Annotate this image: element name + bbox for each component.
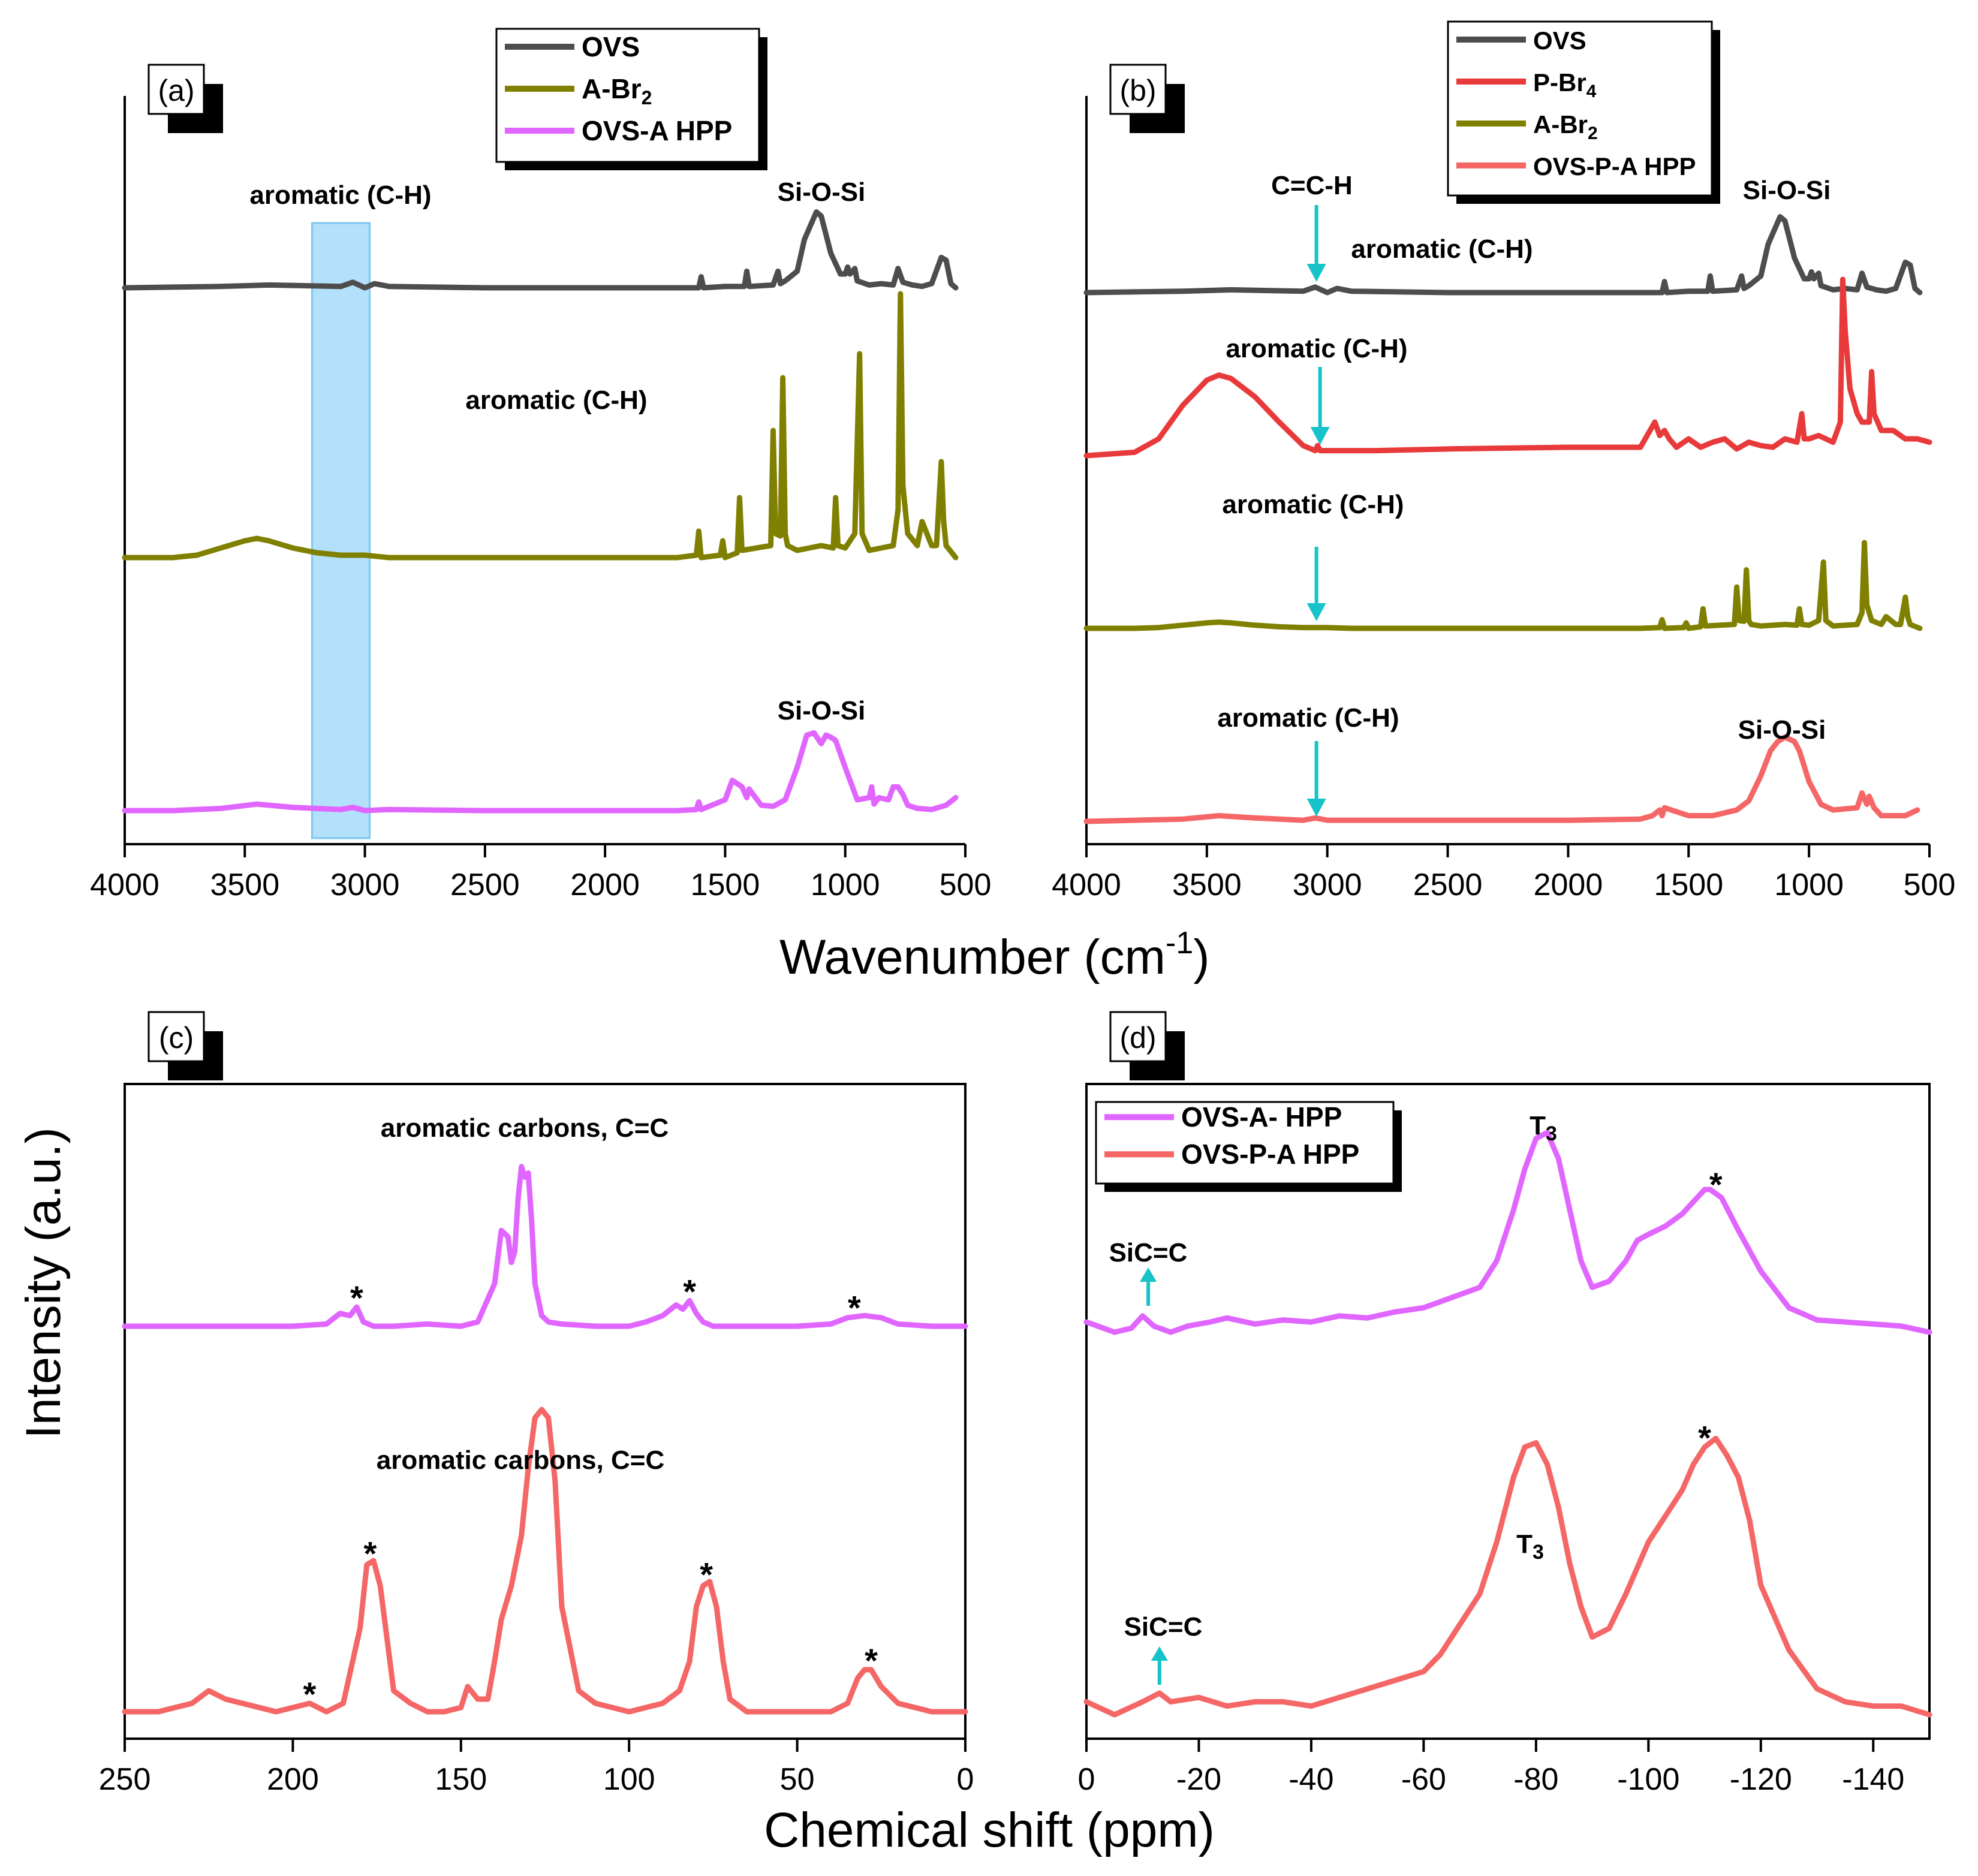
panel-c-tick-label: 200 bbox=[267, 1762, 319, 1797]
annotation-si-o-si-a2: Si-O-Si bbox=[778, 696, 866, 725]
panel-a-tick-label: 3500 bbox=[210, 868, 279, 902]
panel-b-series-ovs bbox=[1083, 214, 1923, 296]
panel-a-label-box bbox=[147, 64, 205, 115]
panel-c-label-box bbox=[147, 1011, 205, 1062]
star-marker: * bbox=[303, 1675, 317, 1713]
panel-d-series-top bbox=[1083, 1130, 1932, 1335]
star-marker: * bbox=[1698, 1419, 1711, 1457]
star-marker: * bbox=[363, 1535, 377, 1573]
legend-b-entry: P-Br4 bbox=[1533, 68, 1597, 101]
annotation-aromatic-ch-b3: aromatic (C-H) bbox=[1222, 490, 1404, 519]
star-marker: * bbox=[700, 1556, 713, 1594]
star-marker: * bbox=[350, 1279, 363, 1317]
panel-c-tick-label: 250 bbox=[99, 1762, 151, 1797]
legend-b-entry: A-Br2 bbox=[1533, 110, 1598, 143]
panel-d-tick-label: -80 bbox=[1513, 1762, 1558, 1797]
panel-b-series-p-br4 bbox=[1083, 276, 1932, 459]
panel-a-tick-label: 500 bbox=[940, 868, 992, 902]
panel-d-tick-label: -60 bbox=[1401, 1762, 1446, 1797]
legend-b-entry: OVS-P-A HPP bbox=[1533, 152, 1696, 180]
star-marker: * bbox=[848, 1288, 861, 1326]
star-marker: * bbox=[865, 1642, 878, 1679]
panel-a-tick-label: 1500 bbox=[691, 868, 760, 902]
annotation-c-c-h-b1: C=C-H bbox=[1271, 171, 1353, 200]
arrow-b2-head bbox=[1310, 427, 1330, 445]
panel-d-label: (d) bbox=[1119, 1021, 1156, 1055]
annotation-aromatic-ch-b4: aromatic (C-H) bbox=[1217, 703, 1399, 733]
panel-a-series-ovs-a-hpp bbox=[122, 730, 959, 814]
panel-b-tick-label: 1500 bbox=[1654, 868, 1723, 902]
panel-c-series-bottom bbox=[122, 1407, 968, 1715]
panel-d-tick-label: -120 bbox=[1730, 1762, 1792, 1797]
annotation-aromatic-carbons-c1: aromatic carbons, C=C bbox=[381, 1113, 669, 1143]
panel-a-series-ovs bbox=[122, 209, 959, 291]
legend-d-entry: OVS-A- HPP bbox=[1181, 1101, 1342, 1133]
annotation-aromatic-ch-a2: aromatic (C-H) bbox=[465, 386, 647, 415]
panel-b-tick-label: 500 bbox=[1904, 868, 1956, 902]
panel-c-tick-label: 0 bbox=[957, 1762, 974, 1797]
x-axis-title-bottom: Chemical shift (ppm) bbox=[764, 1803, 1215, 1857]
annotation-aromatic-ch-b1: aromatic (C-H) bbox=[1351, 234, 1533, 264]
annotation-si-o-si-b1: Si-O-Si bbox=[1743, 176, 1831, 205]
panel-b-label-box bbox=[1109, 64, 1167, 115]
panel-b-series-ovs-p-a-hpp bbox=[1083, 734, 1920, 824]
arrow-b4-head bbox=[1306, 799, 1326, 817]
annotation-aromatic-ch-a1: aromatic (C-H) bbox=[249, 180, 431, 210]
panel-a-tick-label: 4000 bbox=[90, 868, 159, 902]
panel-b-tick-label: 1000 bbox=[1774, 868, 1844, 902]
panel-c-tick-label: 100 bbox=[603, 1762, 655, 1797]
legend-a-entry: OVS bbox=[582, 31, 640, 62]
panel-a-tick-label: 2000 bbox=[570, 868, 640, 902]
star-marker: * bbox=[1709, 1166, 1723, 1203]
legend-a-entry: OVS-A HPP bbox=[582, 115, 732, 146]
annotation-sic-c-d2: SiC=C bbox=[1124, 1612, 1203, 1642]
annotation-si-o-si-a1: Si-O-Si bbox=[778, 177, 866, 207]
panel-c-tick-label: 50 bbox=[780, 1762, 815, 1797]
panel-d-tick-label: -20 bbox=[1176, 1762, 1221, 1797]
panel-c-label: (c) bbox=[159, 1021, 194, 1055]
panel-b-tick-label: 2500 bbox=[1413, 868, 1483, 902]
annotation-aromatic-carbons-c2: aromatic carbons, C=C bbox=[377, 1446, 665, 1475]
panel-c-tick-label: 150 bbox=[435, 1762, 487, 1797]
highlight-aromatic-band bbox=[311, 222, 371, 839]
panel-c-frame bbox=[124, 1083, 967, 1740]
arrow-b1-head bbox=[1306, 264, 1326, 282]
arrow-b3-head bbox=[1306, 603, 1326, 621]
annotation-t3-d2: T3 bbox=[1516, 1529, 1544, 1564]
panel-d-series-bottom bbox=[1083, 1435, 1932, 1718]
panel-a-tick-label: 1000 bbox=[811, 868, 880, 902]
panel-d-tick-label: -140 bbox=[1842, 1762, 1904, 1797]
panel-c-series-top bbox=[122, 1164, 968, 1329]
x-axis-title-top: Wavenumber (cm-1) bbox=[779, 926, 1210, 984]
legend-d-entry: OVS-P-A HPP bbox=[1181, 1139, 1359, 1170]
annotation-aromatic-ch-b2: aromatic (C-H) bbox=[1226, 334, 1407, 363]
panel-b-tick-label: 2000 bbox=[1534, 868, 1603, 902]
arrow-d1-head bbox=[1140, 1267, 1157, 1282]
panel-d-tick-label: 0 bbox=[1078, 1762, 1095, 1797]
panel-a-tick-label: 3000 bbox=[330, 868, 400, 902]
panel-b-tick-label: 3500 bbox=[1172, 868, 1242, 902]
panel-a-series-a-br2 bbox=[122, 291, 959, 561]
annotation-si-o-si-b4: Si-O-Si bbox=[1738, 715, 1826, 745]
y-axis-title: Intensity (a.u.) bbox=[16, 1127, 71, 1439]
panel-d-frame bbox=[1085, 1083, 1931, 1740]
panel-d-tick-label: -40 bbox=[1288, 1762, 1333, 1797]
panel-b-series-a-br2 bbox=[1083, 540, 1923, 631]
panel-a-tick-label: 2500 bbox=[450, 868, 520, 902]
panel-a-label: (a) bbox=[158, 74, 194, 107]
legend-b-entry: OVS bbox=[1533, 26, 1586, 55]
panel-b-label: (b) bbox=[1119, 74, 1156, 107]
legend-a-box bbox=[495, 28, 760, 163]
plot-layer: 4000 3500 3000 2500 2000 1500 1000 500(a)4000 35… bbox=[90, 20, 1956, 1797]
arrow-d2-head bbox=[1151, 1646, 1168, 1661]
panel-b-tick-label: 4000 bbox=[1052, 868, 1121, 902]
annotation-sic-c-d1: SiC=C bbox=[1109, 1238, 1188, 1267]
legend-a-entry: A-Br2 bbox=[582, 73, 652, 109]
annotation-t3-d1: T3 bbox=[1530, 1111, 1557, 1145]
panel-d-label-box bbox=[1109, 1011, 1167, 1062]
panel-d-tick-label: -100 bbox=[1617, 1762, 1679, 1797]
star-marker: * bbox=[683, 1272, 696, 1310]
panel-b-tick-label: 3000 bbox=[1293, 868, 1362, 902]
